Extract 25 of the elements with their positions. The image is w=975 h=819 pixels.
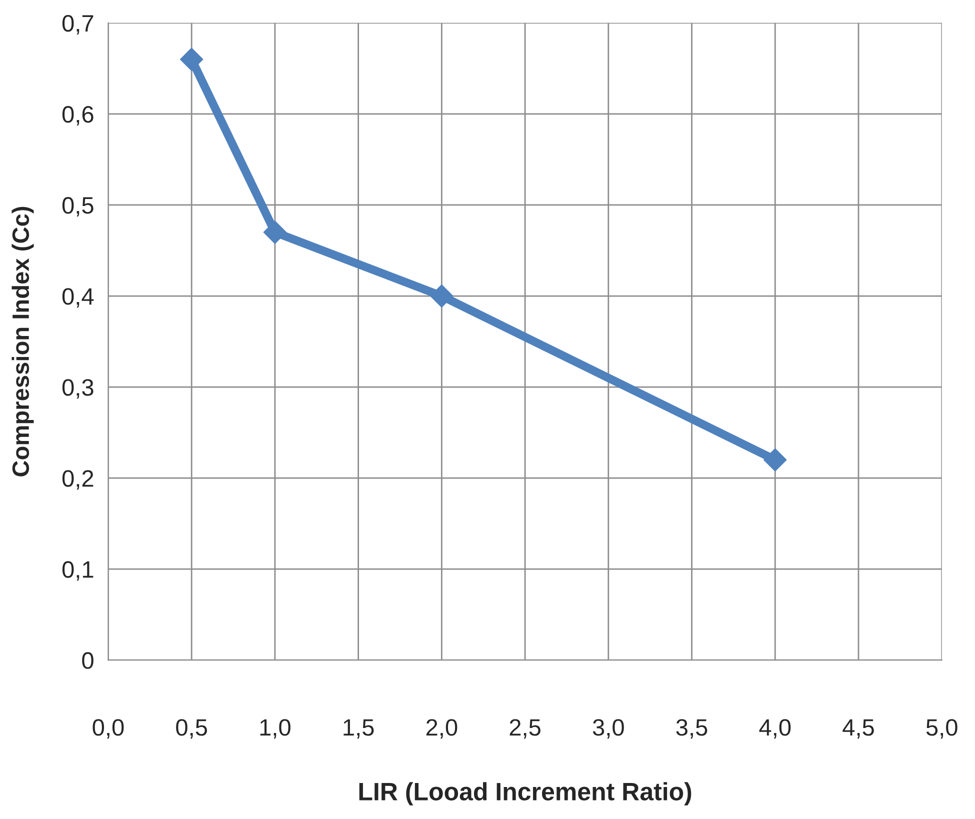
y-tick-label: 0,7 [62,15,94,35]
y-tick-label: 0,3 [62,379,94,399]
x-tick-label: 4,5 [842,719,874,739]
x-tick-label: 5,0 [926,719,958,739]
y-tick-label: 0,2 [62,470,94,490]
x-tick-label: 0,5 [176,719,208,739]
y-tick-label: 0,1 [62,561,94,581]
y-tick-label: 0 [82,652,94,669]
point [430,284,454,308]
y-tick-label: 0,4 [62,288,94,308]
x-axis-title: LIR (Looad Increment Ratio) [359,782,692,806]
x-tick-label: 1,0 [260,719,290,739]
point [263,220,286,244]
y-tick-label: 0,5 [62,197,94,217]
point [764,448,787,472]
x-tick-label: 1,5 [344,719,374,739]
y-axis-title: Compression Index (Cc) [12,206,34,476]
x-tick-label: 3,5 [676,719,708,739]
y-tick-label: 0,6 [62,106,94,126]
x-tick-label: 3,0 [592,719,624,739]
x-tick-label: 0,0 [92,719,124,739]
point [180,48,204,71]
x-tick-label: 2,5 [510,719,540,739]
x-tick-label: 2,0 [426,719,458,739]
x-tick-label: 4,0 [759,719,791,739]
